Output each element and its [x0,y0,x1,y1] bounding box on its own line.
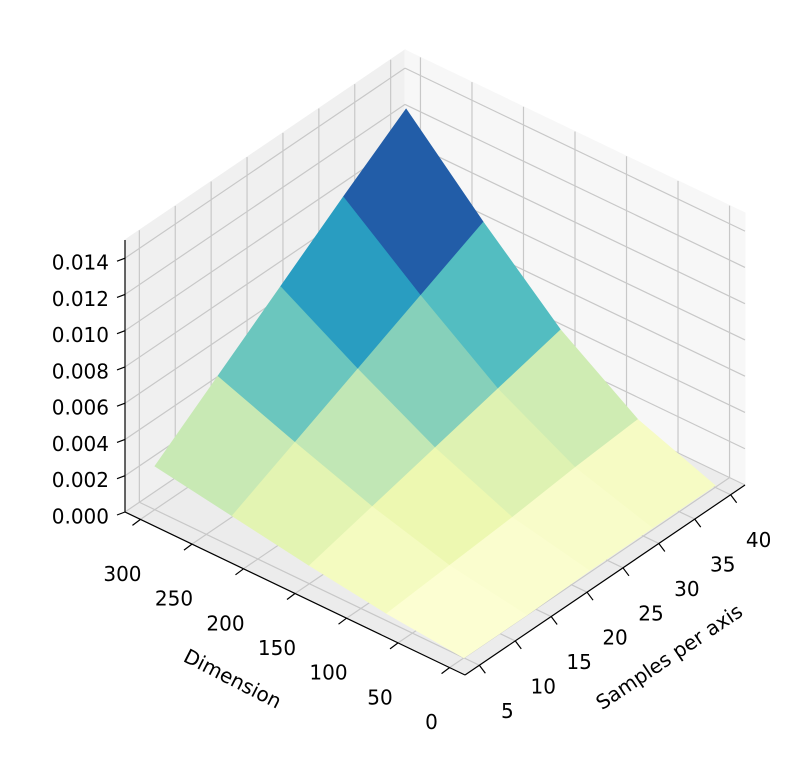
z-tick-label: 0.006 [52,396,109,420]
y-tick [132,518,141,526]
x-tick [730,494,738,504]
z-tick-label: 0.004 [52,432,109,456]
y-tick-label: 250 [155,587,193,611]
x-tick-label: 15 [566,650,591,674]
y-tick [338,617,347,625]
x-axis-label: Samples per axis [591,599,747,715]
x-tick-label: 20 [602,626,627,650]
z-tick [116,475,126,480]
z-tick [116,438,126,444]
y-tick-label: 150 [258,636,296,660]
y-tick [286,593,296,600]
z-tick-label: 0.014 [52,251,109,275]
z-tick [116,330,126,335]
grid-line [404,67,746,232]
y-tick-label: 300 [103,562,141,586]
x-tick [478,664,486,674]
y-tick [441,667,450,675]
grid-line [124,67,406,259]
x-tick-label: 25 [638,601,663,625]
z-tick-label: 0.008 [52,359,109,383]
grid-line [404,140,746,305]
y-tick [389,642,399,650]
x-tick [622,567,630,577]
z-tick [116,511,126,516]
z-tick-label: 0.000 [52,505,109,529]
z-tick-label: 0.002 [52,468,109,492]
z-tick [116,402,126,407]
x-tick-label: 10 [531,674,556,698]
y-tick-label: 0 [425,710,438,734]
x-tick-label: 5 [501,699,514,723]
grid-line [404,103,746,268]
x-tick-label: 30 [674,577,699,601]
x-tick [550,616,558,625]
y-tick-label: 50 [367,685,392,709]
z-tick [116,293,126,298]
y-tick [183,543,193,551]
z-tick [116,366,126,371]
y-axis-line [124,511,466,676]
axes [116,240,746,676]
x-tick [694,518,702,528]
y-tick-label: 100 [309,661,347,685]
surface-face [386,565,528,659]
x-axis-line [464,484,746,676]
y-tick-label: 200 [206,611,244,635]
grid-line [124,103,406,295]
z-tick-label: 0.012 [52,287,109,311]
grid-line [124,140,406,332]
x-tick-label: 35 [710,553,735,577]
x-tick [586,591,594,601]
x-tick-label: 40 [746,528,771,552]
x-tick [514,640,522,650]
x-tick [658,543,666,552]
y-tick [235,568,244,576]
z-tick [116,257,126,262]
z-tick-label: 0.010 [52,323,109,347]
surface [154,108,716,659]
